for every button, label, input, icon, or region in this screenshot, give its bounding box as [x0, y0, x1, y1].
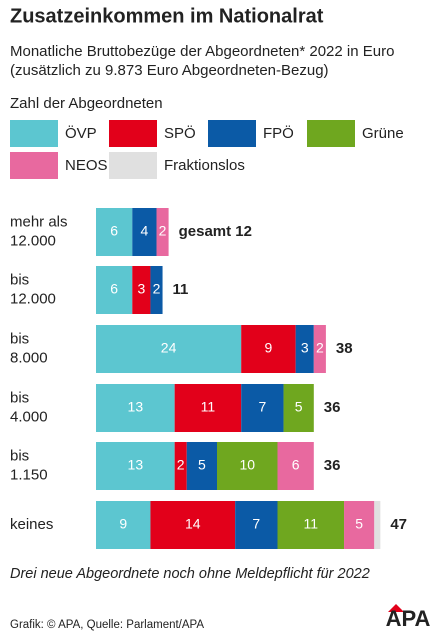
segment-label: 3: [301, 340, 309, 356]
segment-label: 5: [198, 457, 206, 473]
logo-mark: [388, 604, 404, 612]
footnote: Drei neue Abgeordnete noch ohne Meldepfl…: [10, 566, 370, 582]
total-label: 38: [336, 340, 353, 357]
segment-label: 6: [110, 281, 118, 297]
bar-segment: [150, 266, 163, 314]
bar-segment: [132, 208, 157, 256]
bar-segment: [150, 501, 236, 549]
category-label: 12.000: [10, 290, 56, 307]
segment-label: 2: [159, 223, 167, 239]
segment-label: 7: [258, 399, 266, 415]
bar-segment: [344, 501, 375, 549]
category-label: keines: [10, 516, 53, 533]
chart-title: Zusatzeinkommen im Nationalrat: [10, 5, 324, 27]
bar-segment: [132, 266, 151, 314]
category-label: bis: [10, 389, 29, 406]
subtitle: (zusätzlich zu 9.873 Euro Abgeordneten-B…: [10, 62, 329, 79]
category-label: 1.150: [10, 466, 48, 483]
bar-segment: [283, 384, 314, 432]
segment-label: 13: [128, 457, 144, 473]
segment-label: 2: [153, 281, 161, 297]
total-label: 36: [324, 399, 341, 416]
legend-swatch: [109, 152, 157, 179]
segment-label: 2: [177, 457, 185, 473]
segment-label: 13: [128, 399, 144, 415]
bar-segment: [235, 501, 278, 549]
legend-label: NEOS: [65, 157, 108, 174]
legend-swatch: [307, 120, 355, 147]
total-label: 47: [390, 516, 407, 533]
legend-label: Fraktionslos: [164, 157, 245, 174]
segment-label: 5: [295, 399, 303, 415]
bar-segment: [96, 384, 175, 432]
segment-label: 9: [265, 340, 273, 356]
bar-segment: [374, 501, 381, 549]
segment-label: 4: [141, 223, 149, 239]
category-label: bis: [10, 447, 29, 464]
segment-label: 24: [161, 340, 177, 356]
legend-label: SPÖ: [164, 124, 196, 142]
category-label: bis: [10, 330, 29, 347]
segment-label: 9: [119, 516, 127, 532]
bar-segment: [96, 501, 151, 549]
bar-segment: [96, 266, 133, 314]
segment-label: 6: [292, 457, 300, 473]
legend-swatch: [109, 120, 157, 147]
legend-swatch: [10, 152, 58, 179]
source: Grafik: © APA, Quelle: Parlament/APA: [10, 619, 204, 631]
bar-segment: [277, 442, 314, 490]
bar-segment: [186, 442, 217, 490]
bar-segment: [241, 384, 284, 432]
total-label: 11: [173, 281, 189, 298]
category-label: mehr als: [10, 213, 68, 230]
logo: APA: [386, 606, 431, 631]
bar-segment: [96, 442, 175, 490]
bar-segment: [217, 442, 278, 490]
category-label: 4.000: [10, 408, 48, 425]
category-label: 8.000: [10, 349, 48, 366]
legend-label: Grüne: [362, 125, 404, 142]
segment-label: 11: [201, 399, 216, 415]
segment-label: 10: [239, 457, 255, 473]
bar-segment: [295, 325, 314, 373]
segment-label: 2: [316, 340, 324, 356]
segment-label: 3: [137, 281, 145, 297]
subtitle: Monatliche Bruttobezüge der Abgeordneten…: [10, 43, 394, 60]
legend-swatch: [10, 120, 58, 147]
segment-label: 7: [252, 516, 260, 532]
bar-segment: [277, 501, 345, 549]
legend-title: Zahl der Abgeordneten: [10, 95, 163, 112]
bar-segment: [96, 208, 133, 256]
category-label: bis: [10, 271, 29, 288]
bar-segment: [241, 325, 296, 373]
category-label: 12.000: [10, 232, 56, 249]
legend-swatch: [208, 120, 256, 147]
legend-label: FPÖ: [263, 124, 294, 142]
total-label: 36: [324, 457, 341, 474]
segment-label: 5: [355, 516, 363, 532]
segment-label: 14: [185, 516, 201, 532]
bar-segment: [156, 208, 169, 256]
segment-label: 11: [304, 516, 319, 532]
bar-segment: [174, 384, 242, 432]
bar-segment: [174, 442, 187, 490]
bar-segment: [96, 325, 242, 373]
legend-label: ÖVP: [65, 124, 97, 142]
bar-segment: [313, 325, 326, 373]
segment-label: 6: [110, 223, 118, 239]
total-label: gesamt 12: [179, 223, 252, 240]
